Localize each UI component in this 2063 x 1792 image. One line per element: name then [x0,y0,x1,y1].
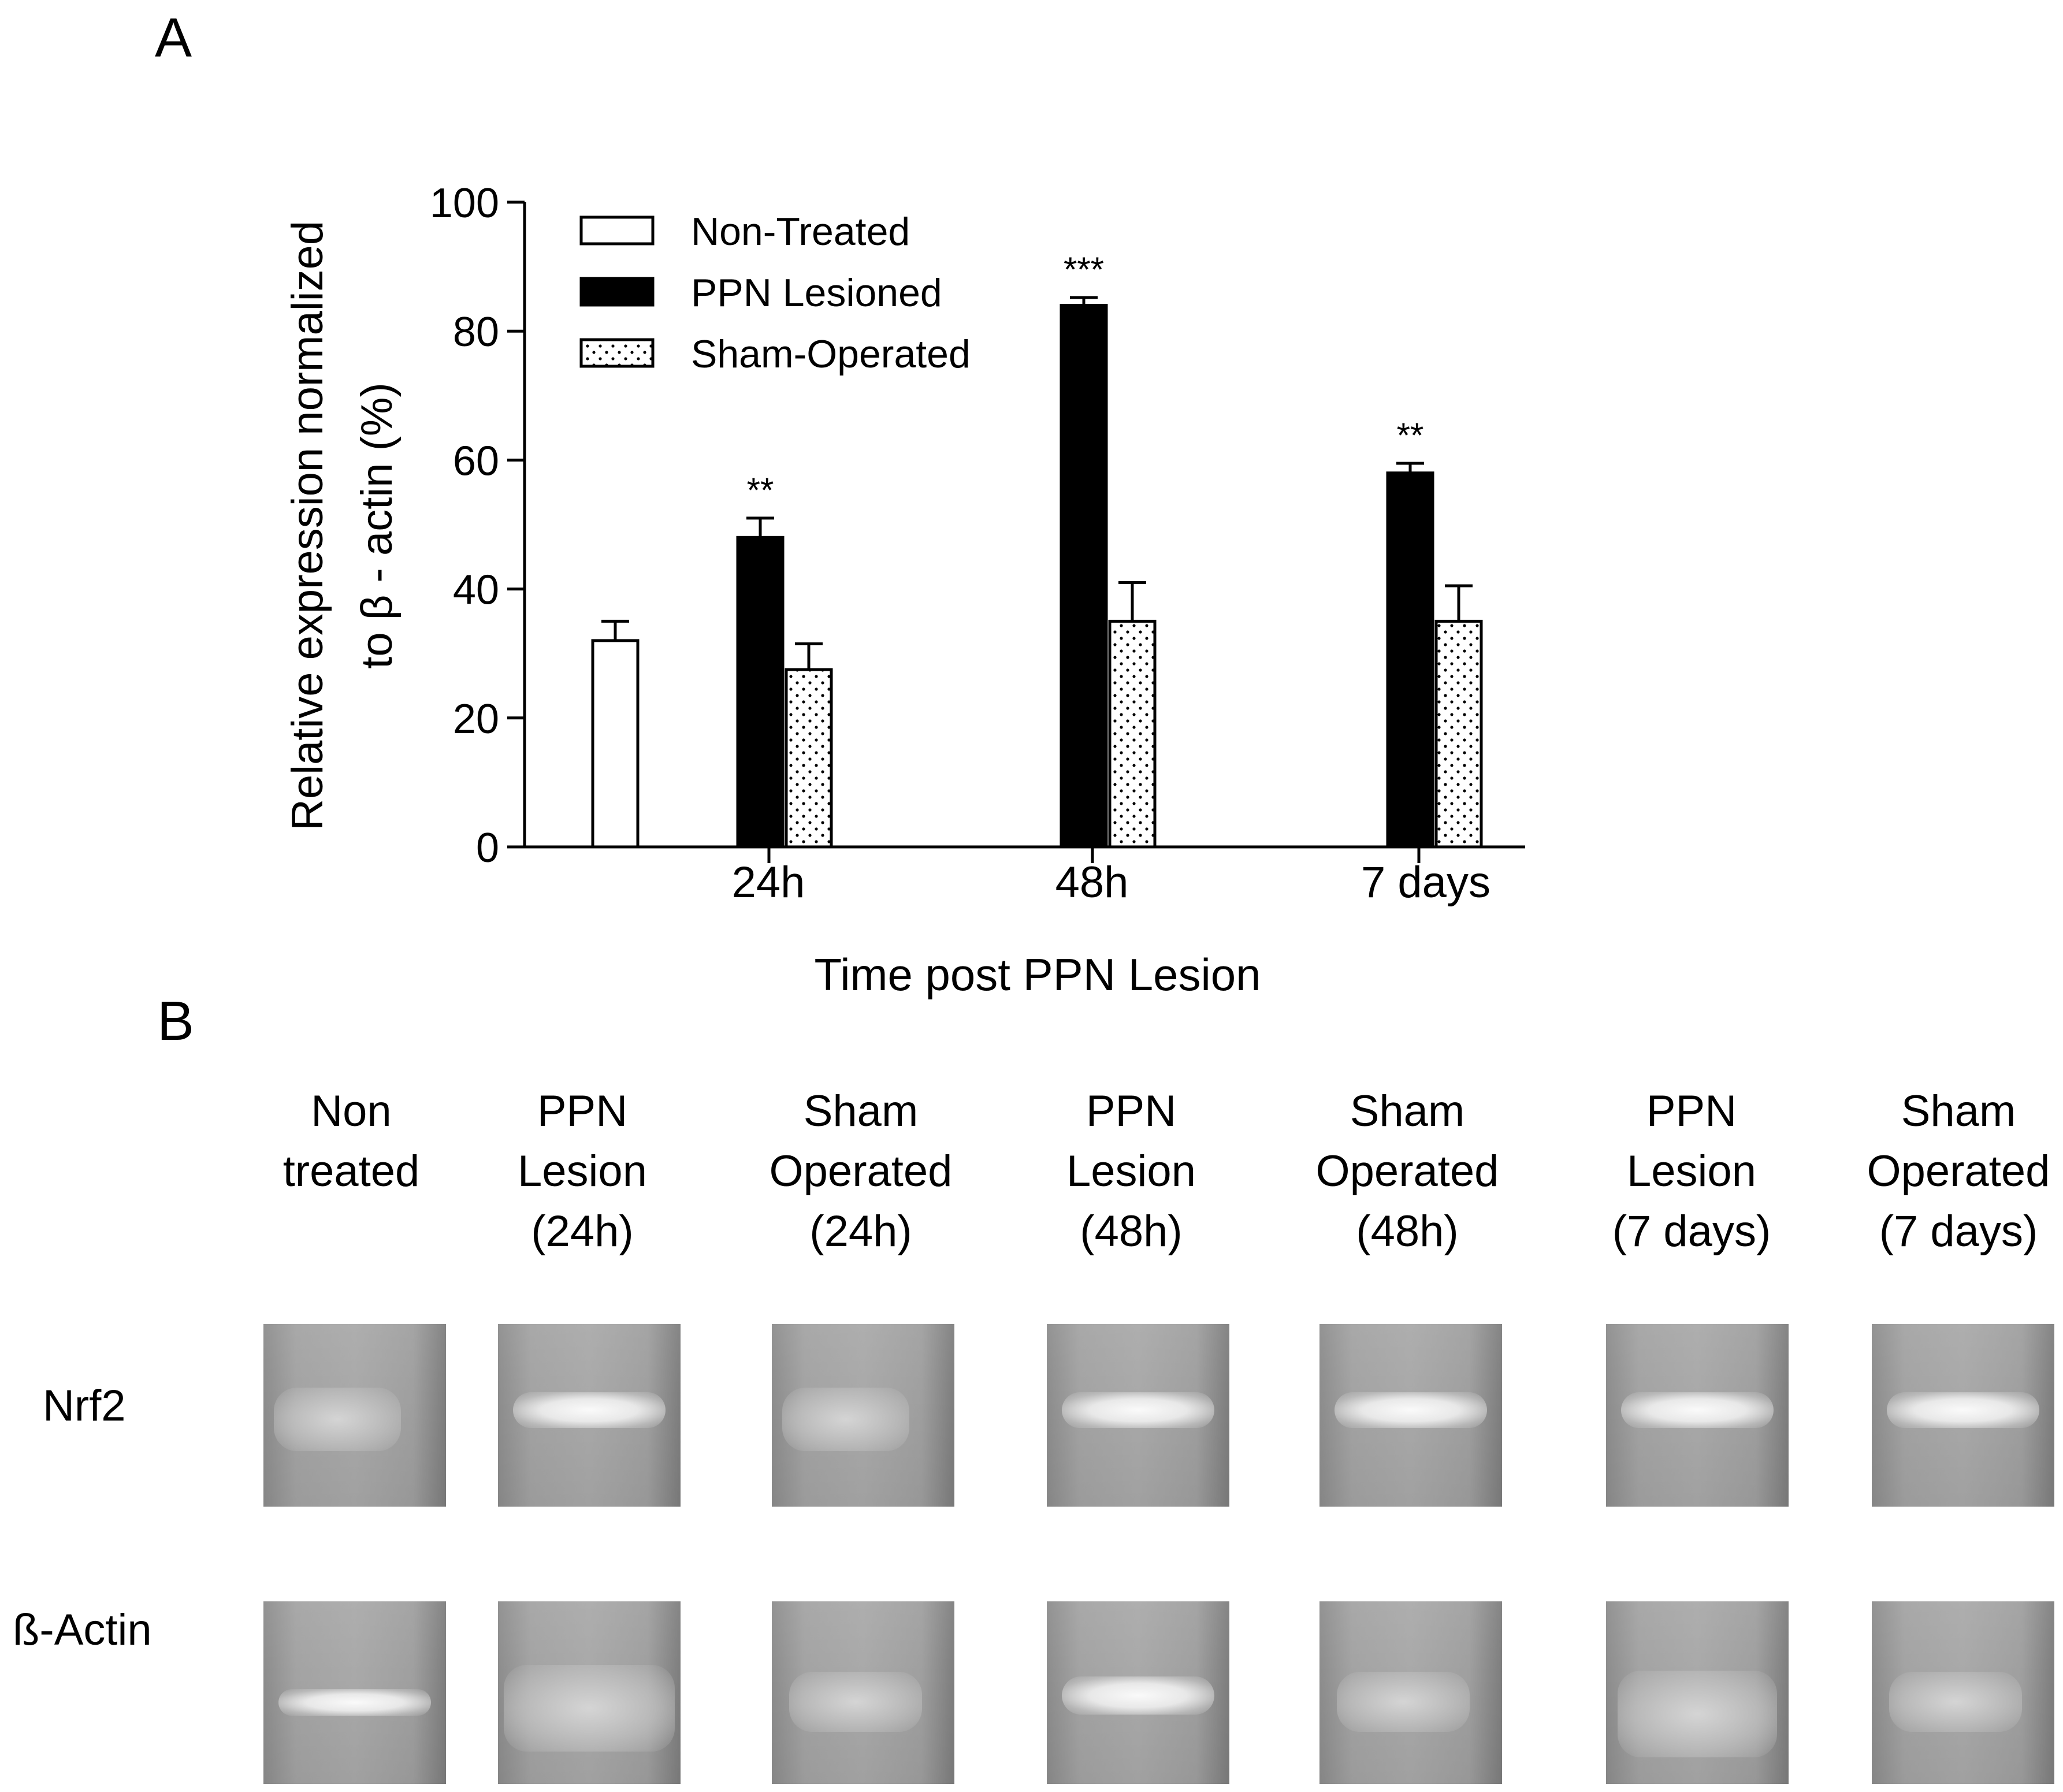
nrf2-band [1621,1392,1774,1428]
lane-header-line: Sham [803,1087,919,1136]
lane-header-line: (48h) [1356,1207,1459,1256]
gel-nrf2-lane-5 [1319,1324,1502,1507]
gel-actin-lane-4 [1047,1601,1229,1784]
lane-header-line: Operated [769,1147,953,1196]
bar-sham-operated-24h [785,668,833,849]
y-axis-title-line-2: to β - actin (%) [352,382,402,669]
y-tick-label: 60 [453,438,499,484]
significance-label: *** [1064,250,1104,289]
lane-header: Sham Operated (7 days) [1837,1081,2063,1262]
bar-non-treated-baseline [591,639,640,849]
lane-header: PPN Lesion (24h) [461,1081,704,1262]
lane-header: PPN Lesion (7 days) [1570,1081,1813,1262]
gel-nrf2-lane-2 [498,1324,681,1507]
lane-header-line: (7 days) [1879,1207,2038,1256]
row-label-nrf2: Nrf2 [43,1381,126,1430]
lane-header-line: Lesion [518,1147,647,1196]
lane-header-line: Operated [1867,1147,2050,1196]
lane-header-line: Operated [1315,1147,1499,1196]
gel-actin-lane-1 [263,1601,446,1784]
bar-chart: 0 20 40 60 80 100 Non-Treated PPN Lesioned Sham… [283,180,1525,1000]
bar-ppn-lesioned-48h [1060,304,1108,849]
lane-header-line: PPN [1646,1087,1737,1136]
gel-nrf2-lane-4 [1047,1324,1229,1507]
x-tick-label: 7 days [1361,858,1490,907]
bar-sham-operated-48h [1108,619,1157,849]
actin-band [1618,1671,1777,1757]
legend-swatch [579,215,655,246]
lane-header-line: Lesion [1066,1147,1196,1196]
actin-band [1337,1672,1470,1732]
y-axis-title-line-1: Relative expression normalized [283,221,332,831]
nrf2-band [1887,1392,2039,1428]
lane-header-line: treated [282,1147,420,1196]
y-tick-label: 100 [430,180,499,226]
row-label-beta-actin: ß-Actin [13,1605,152,1655]
legend-swatch [579,338,655,368]
gel-nrf2-lane-7 [1872,1324,2054,1507]
bar-ppn-lesioned-24h [736,536,785,849]
gel-nrf2-lane-1 [263,1324,446,1507]
actin-band [1889,1672,2022,1732]
lane-header: Sham Operated (24h) [739,1081,982,1262]
legend-swatch [579,277,655,307]
gel-nrf2-lane-3 [772,1324,954,1507]
gel-actin-lane-7 [1872,1601,2054,1784]
gel-actin-lane-6 [1606,1601,1789,1784]
nrf2-band [1062,1392,1214,1428]
lane-header-line: Sham [1901,1087,2016,1136]
gel-nrf2-lane-6 [1606,1324,1789,1507]
lane-header: PPN Lesion (48h) [1010,1081,1252,1262]
bar-sham-operated-7-days [1434,619,1483,849]
x-tick-label: 24h [732,858,805,907]
legend-entry: Sham-Operated [691,332,971,376]
actin-band [789,1672,922,1732]
actin-band [504,1665,675,1752]
lane-header-line: Sham [1350,1087,1465,1136]
actin-band [1062,1676,1214,1715]
nrf2-band [782,1388,909,1451]
x-tick-label: 48h [1055,858,1129,907]
actin-band [278,1689,431,1716]
nrf2-band [513,1392,666,1428]
bar-ppn-lesioned-7-days [1386,471,1434,849]
panel-b-label: B [157,990,195,1052]
lane-header-line: PPN [537,1087,628,1136]
x-axis-title: Time post PPN Lesion [814,949,1261,1000]
lane-header-line: (24h) [531,1207,634,1256]
significance-label: ** [1397,416,1424,455]
significance-label: ** [747,471,774,510]
lane-header-line: (48h) [1080,1207,1183,1256]
lane-header-line: Non [311,1087,392,1136]
legend-entry: PPN Lesioned [691,271,942,315]
nrf2-band [274,1388,401,1451]
panel-a-label: A [155,7,192,69]
y-tick-label: 80 [453,309,499,355]
lane-header: Non treated [230,1081,473,1202]
gel-actin-lane-3 [772,1601,954,1784]
lane-header: Sham Operated (48h) [1286,1081,1529,1262]
y-tick-label: 40 [453,567,499,614]
lane-header-line: (24h) [809,1207,912,1256]
y-tick-label: 20 [453,696,499,742]
lane-header-line: PPN [1086,1087,1177,1136]
gel-actin-lane-5 [1319,1601,1502,1784]
gel-actin-lane-2 [498,1601,681,1784]
lane-header-line: (7 days) [1612,1207,1771,1256]
y-tick-label: 0 [476,825,499,871]
legend-entry: Non-Treated [691,210,910,254]
nrf2-band [1335,1392,1487,1428]
lane-header-line: Lesion [1627,1147,1756,1196]
